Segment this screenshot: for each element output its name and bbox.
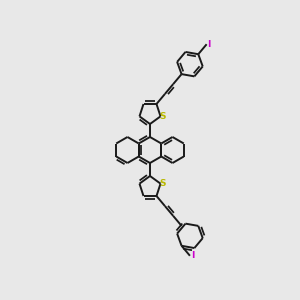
Text: S: S [159, 112, 166, 121]
Text: I: I [191, 251, 194, 260]
Text: S: S [159, 179, 166, 188]
Text: I: I [207, 40, 211, 49]
